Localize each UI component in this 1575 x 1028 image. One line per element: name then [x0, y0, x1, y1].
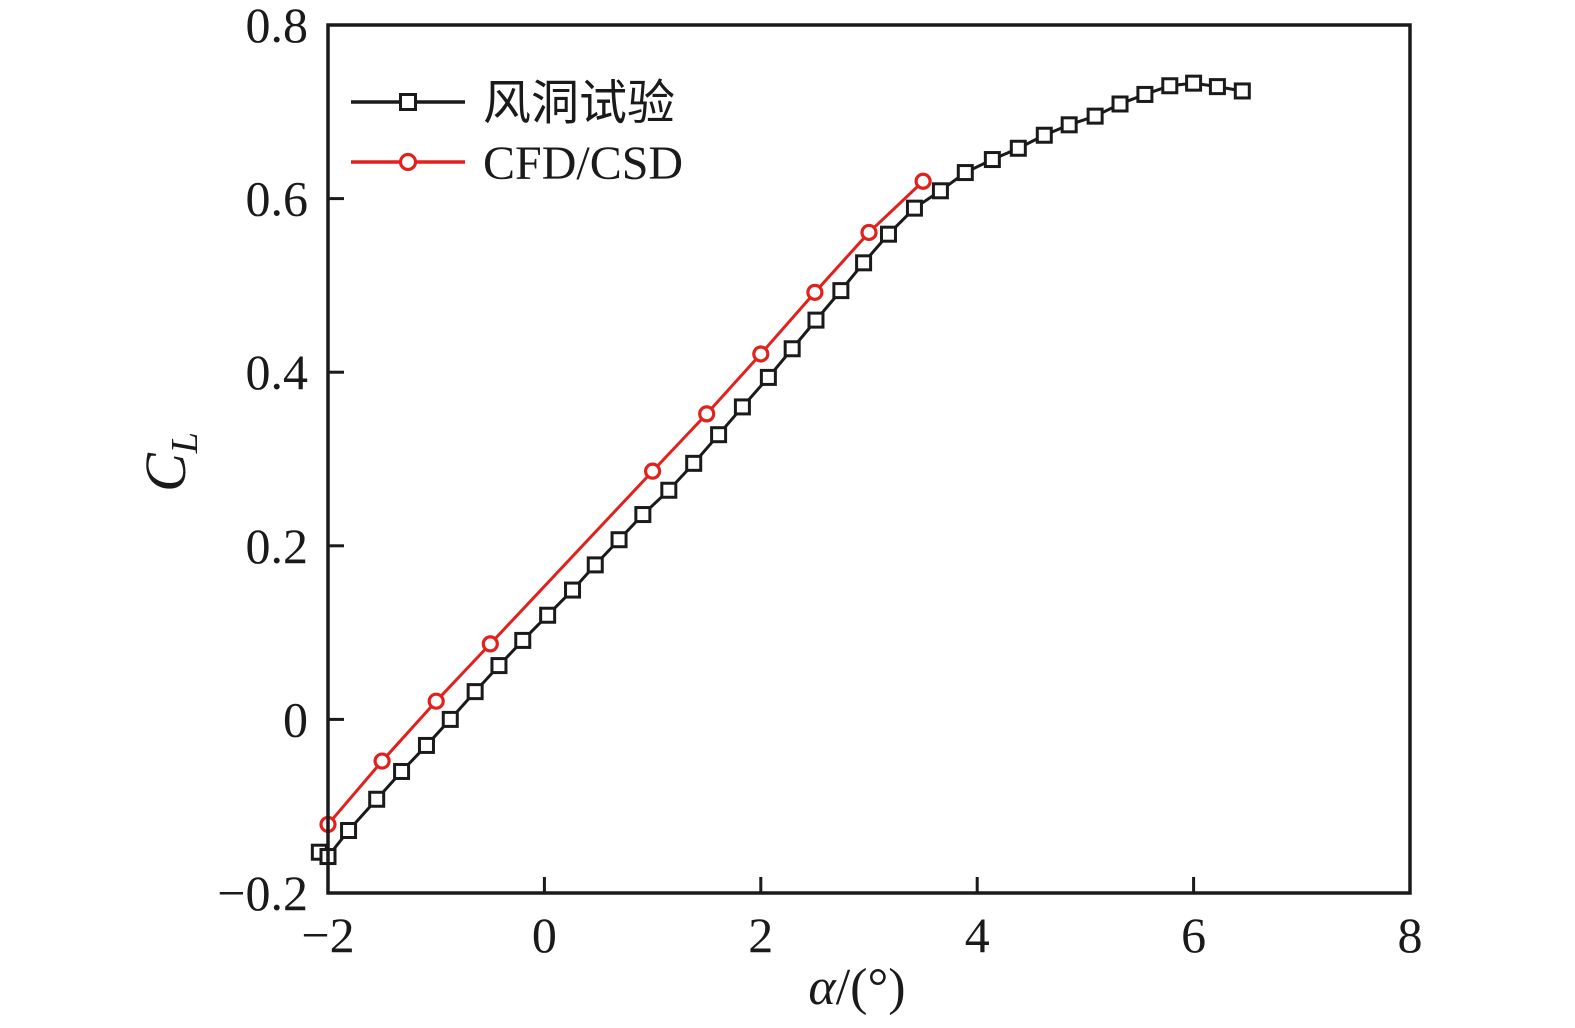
- data-point-square-marker: [1161, 77, 1179, 95]
- data-point-square-marker: [905, 199, 923, 217]
- data-point-circle-marker: [752, 345, 770, 363]
- x-tick-label: 8: [1398, 907, 1423, 963]
- y-axis-label: CL: [133, 432, 206, 492]
- data-point-circle-marker: [481, 635, 499, 653]
- x-tick-label: 2: [748, 907, 773, 963]
- x-tick-label: 4: [965, 907, 990, 963]
- y-tick-label: 0.2: [246, 518, 309, 574]
- y-axis-label-main: C: [133, 452, 198, 492]
- data-point-square-marker: [564, 581, 582, 599]
- y-tick-label: −0.2: [217, 865, 308, 921]
- data-point-circle-marker: [643, 462, 662, 480]
- y-tick-label: 0: [283, 691, 308, 747]
- data-point-circle-marker: [427, 692, 445, 710]
- data-point-square-marker: [759, 368, 777, 386]
- data-point-square-marker: [956, 164, 974, 182]
- data-point-square-marker: [783, 340, 801, 358]
- data-point-square-marker: [466, 683, 484, 701]
- data-point-circle-marker: [698, 405, 716, 423]
- plot-area: −2 0 2 4 6 8 −0.2 0 0.2 0.4 0.6 0.8: [217, 0, 1422, 963]
- x-tick-label: 6: [1181, 907, 1206, 963]
- data-point-square-marker: [441, 710, 459, 728]
- x-tick-label: −2: [301, 907, 354, 963]
- legend-label-cfd-csd: CFD/CSD: [483, 137, 683, 190]
- data-point-square-marker: [514, 631, 532, 649]
- x-tick-label: 0: [532, 907, 557, 963]
- data-point-square-marker: [610, 531, 628, 549]
- data-point-square-marker: [1233, 82, 1251, 100]
- data-point-square-marker: [660, 481, 678, 499]
- data-point-square-marker: [393, 762, 411, 780]
- data-point-square-marker: [879, 225, 897, 243]
- data-point-square-marker: [1086, 107, 1104, 125]
- series-line-wind-tunnel-test: [318, 81, 1243, 859]
- legend: 风洞试验 CFD/CSD: [351, 77, 683, 190]
- x-axis-label-unit: /(°): [836, 959, 906, 1016]
- data-point-square-marker: [685, 454, 703, 472]
- series-wind-tunnel-test: [310, 74, 1251, 866]
- data-point-circle-marker: [860, 223, 878, 242]
- y-tick-label: 0.8: [246, 0, 309, 53]
- data-point-square-marker: [417, 736, 435, 754]
- plot-frame: [326, 23, 1412, 895]
- data-point-square-marker: [832, 282, 850, 300]
- series-line-cfd-csd: [326, 180, 925, 826]
- legend-circle-marker-icon: [398, 152, 418, 172]
- data-point-square-marker: [733, 398, 751, 416]
- data-point-square-marker: [1111, 95, 1129, 113]
- data-point-square-marker: [539, 606, 557, 624]
- data-point-square-marker: [931, 182, 949, 200]
- data-point-circle-marker: [373, 752, 391, 770]
- y-axis-label-subscript: L: [164, 432, 206, 454]
- x-axis-label-symbol: α: [808, 959, 837, 1016]
- data-point-square-marker: [1035, 126, 1053, 144]
- data-point-square-marker: [807, 311, 825, 329]
- series-cfd-csd: [319, 172, 932, 834]
- data-point-square-marker: [1208, 78, 1226, 96]
- data-point-circle-marker: [806, 283, 824, 301]
- data-point-square-marker: [710, 426, 728, 444]
- legend-square-marker-icon: [399, 93, 417, 111]
- data-point-square-marker: [1136, 85, 1154, 103]
- data-point-square-marker: [1185, 74, 1203, 92]
- data-point-square-marker: [1060, 116, 1078, 134]
- data-point-square-marker: [855, 254, 873, 272]
- data-point-square-marker: [634, 506, 652, 524]
- data-point-square-marker: [340, 822, 358, 840]
- data-point-square-marker: [983, 151, 1001, 169]
- x-axis-label: α/(°): [808, 959, 905, 1016]
- data-point-square-marker: [1009, 139, 1027, 157]
- data-point-circle-marker: [914, 172, 932, 190]
- legend-label-wind-tunnel: 风洞试验: [483, 77, 675, 130]
- y-tick-label: 0.4: [246, 344, 309, 400]
- data-point-square-marker: [586, 556, 604, 574]
- data-point-square-marker: [490, 657, 508, 675]
- y-tick-label: 0.6: [246, 171, 309, 227]
- data-point-square-marker: [368, 790, 386, 808]
